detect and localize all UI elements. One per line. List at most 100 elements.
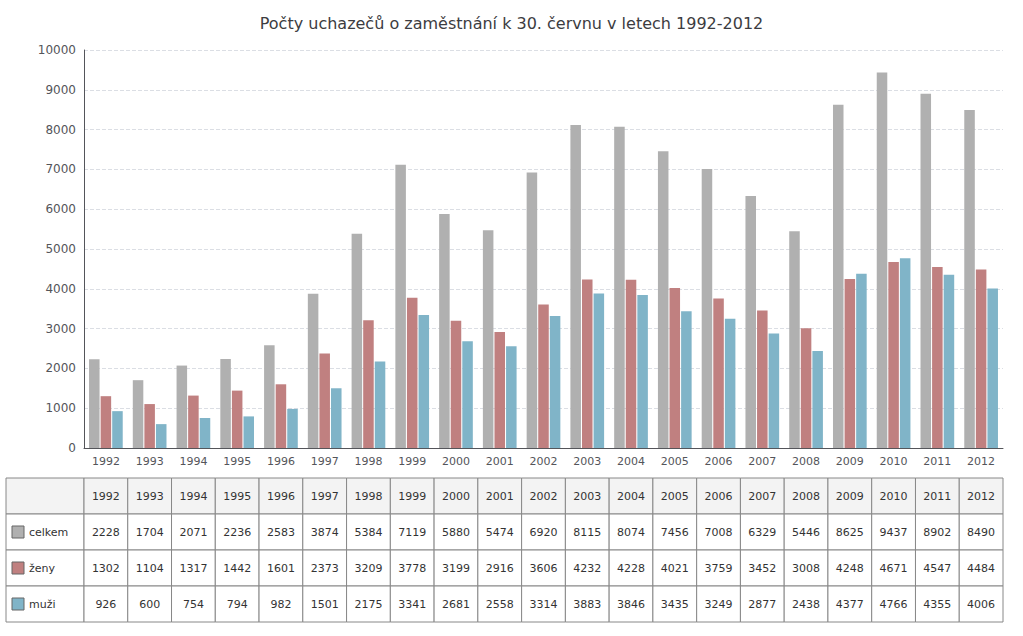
svg-text:2236: 2236: [223, 526, 251, 539]
svg-text:1442: 1442: [223, 562, 251, 575]
svg-text:2011: 2011: [923, 490, 951, 503]
svg-text:3883: 3883: [573, 598, 601, 611]
svg-text:2916: 2916: [486, 562, 514, 575]
svg-text:2008: 2008: [792, 455, 820, 468]
svg-text:1000: 1000: [45, 401, 76, 415]
svg-text:3249: 3249: [705, 598, 733, 611]
svg-text:5000: 5000: [45, 242, 76, 256]
svg-text:4377: 4377: [836, 598, 864, 611]
svg-text:4248: 4248: [836, 562, 864, 575]
svg-text:1601: 1601: [267, 562, 295, 575]
svg-text:1998: 1998: [354, 455, 382, 468]
svg-text:1993: 1993: [136, 455, 164, 468]
svg-text:1996: 1996: [267, 490, 295, 503]
svg-text:8115: 8115: [573, 526, 601, 539]
svg-text:1992: 1992: [92, 490, 120, 503]
svg-text:2002: 2002: [530, 490, 558, 503]
svg-text:2373: 2373: [311, 562, 339, 575]
svg-text:6329: 6329: [748, 526, 776, 539]
svg-text:3874: 3874: [311, 526, 339, 539]
svg-text:1996: 1996: [267, 455, 295, 468]
svg-text:2000: 2000: [442, 490, 470, 503]
svg-text:982: 982: [270, 598, 291, 611]
svg-text:2003: 2003: [573, 455, 601, 468]
svg-text:2877: 2877: [748, 598, 776, 611]
svg-text:2004: 2004: [617, 490, 645, 503]
svg-text:2438: 2438: [792, 598, 820, 611]
svg-text:1999: 1999: [398, 455, 426, 468]
svg-text:4355: 4355: [923, 598, 951, 611]
svg-text:2583: 2583: [267, 526, 295, 539]
svg-text:7000: 7000: [45, 162, 76, 176]
svg-text:6000: 6000: [45, 202, 76, 216]
svg-text:1501: 1501: [311, 598, 339, 611]
svg-text:2558: 2558: [486, 598, 514, 611]
svg-text:1994: 1994: [179, 455, 207, 468]
svg-text:celkem: celkem: [29, 526, 68, 539]
svg-text:3341: 3341: [398, 598, 426, 611]
svg-text:3199: 3199: [442, 562, 470, 575]
svg-text:1993: 1993: [136, 490, 164, 503]
svg-text:2228: 2228: [92, 526, 120, 539]
svg-text:5384: 5384: [354, 526, 382, 539]
svg-text:2007: 2007: [748, 455, 776, 468]
svg-text:3452: 3452: [748, 562, 776, 575]
svg-text:2001: 2001: [486, 490, 514, 503]
svg-text:2006: 2006: [705, 490, 733, 503]
svg-text:4000: 4000: [45, 282, 76, 296]
svg-text:2175: 2175: [354, 598, 382, 611]
svg-text:1302: 1302: [92, 562, 120, 575]
svg-text:794: 794: [227, 598, 248, 611]
svg-text:8490: 8490: [967, 526, 995, 539]
svg-text:1995: 1995: [223, 490, 251, 503]
svg-text:1994: 1994: [179, 490, 207, 503]
svg-text:2004: 2004: [617, 455, 645, 468]
svg-text:4006: 4006: [967, 598, 995, 611]
svg-text:1997: 1997: [311, 490, 339, 503]
svg-text:5880: 5880: [442, 526, 470, 539]
svg-text:2011: 2011: [923, 455, 951, 468]
svg-text:4547: 4547: [923, 562, 951, 575]
svg-text:2681: 2681: [442, 598, 470, 611]
svg-text:7456: 7456: [661, 526, 689, 539]
svg-text:3000: 3000: [45, 322, 76, 336]
svg-text:6920: 6920: [530, 526, 558, 539]
svg-text:3435: 3435: [661, 598, 689, 611]
svg-text:1704: 1704: [136, 526, 164, 539]
svg-text:2071: 2071: [179, 526, 207, 539]
svg-text:2007: 2007: [748, 490, 776, 503]
svg-text:4766: 4766: [880, 598, 908, 611]
svg-text:3209: 3209: [354, 562, 382, 575]
svg-text:muži: muži: [29, 598, 56, 611]
svg-text:2008: 2008: [792, 490, 820, 503]
svg-text:3606: 3606: [530, 562, 558, 575]
svg-text:1317: 1317: [179, 562, 207, 575]
svg-text:2002: 2002: [530, 455, 558, 468]
svg-text:1992: 1992: [92, 455, 120, 468]
svg-text:4228: 4228: [617, 562, 645, 575]
svg-text:2006: 2006: [705, 455, 733, 468]
svg-text:9437: 9437: [880, 526, 908, 539]
svg-text:2009: 2009: [836, 455, 864, 468]
svg-text:1104: 1104: [136, 562, 164, 575]
svg-text:3314: 3314: [530, 598, 558, 611]
svg-text:3778: 3778: [398, 562, 426, 575]
svg-text:7008: 7008: [705, 526, 733, 539]
svg-text:2012: 2012: [967, 490, 995, 503]
svg-text:3846: 3846: [617, 598, 645, 611]
svg-text:2001: 2001: [486, 455, 514, 468]
svg-text:4232: 4232: [573, 562, 601, 575]
svg-text:1998: 1998: [354, 490, 382, 503]
svg-text:8000: 8000: [45, 123, 76, 137]
svg-text:1999: 1999: [398, 490, 426, 503]
svg-text:2003: 2003: [573, 490, 601, 503]
svg-text:8074: 8074: [617, 526, 645, 539]
svg-text:2012: 2012: [967, 455, 995, 468]
svg-text:5446: 5446: [792, 526, 820, 539]
svg-text:9000: 9000: [45, 83, 76, 97]
svg-text:4021: 4021: [661, 562, 689, 575]
svg-text:600: 600: [139, 598, 160, 611]
svg-text:8902: 8902: [923, 526, 951, 539]
svg-text:2005: 2005: [661, 455, 689, 468]
svg-text:7119: 7119: [398, 526, 426, 539]
